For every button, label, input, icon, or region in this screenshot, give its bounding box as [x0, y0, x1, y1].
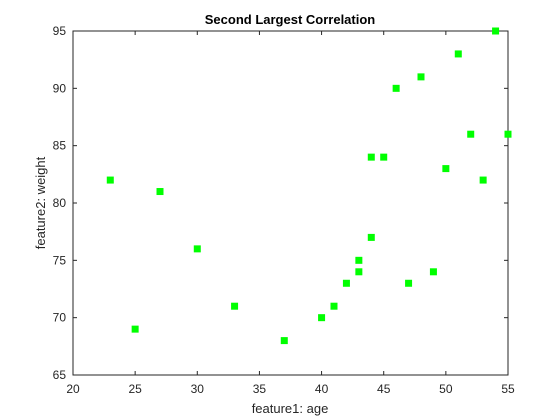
y-tick-label: 75 [53, 253, 67, 267]
scatter-points [106, 27, 512, 345]
data-point [342, 279, 350, 287]
plot-area [72, 30, 509, 376]
x-tick-label: 45 [377, 382, 391, 396]
x-tick-label: 20 [66, 382, 80, 396]
x-axis-label: feature1: age [252, 401, 329, 416]
data-point [380, 153, 388, 161]
data-point [504, 130, 512, 138]
data-point [131, 325, 139, 333]
data-point [156, 188, 164, 196]
x-tick-label: 55 [501, 382, 515, 396]
data-point [492, 27, 500, 35]
data-point [367, 153, 375, 161]
y-tick-label: 70 [53, 311, 67, 325]
data-point [193, 245, 201, 253]
data-point [429, 268, 437, 276]
x-tick-label: 40 [315, 382, 329, 396]
data-point [479, 176, 487, 184]
data-point [367, 233, 375, 241]
y-axis-label: feature2: weight [33, 156, 48, 249]
chart-title: Second Largest Correlation [205, 12, 376, 27]
data-point [454, 50, 462, 58]
data-point [231, 302, 239, 310]
x-tick-label: 50 [439, 382, 453, 396]
y-tick-label: 65 [53, 368, 67, 382]
y-axis: 65 70 75 80 85 90 95 [53, 24, 508, 382]
y-tick-label: 95 [53, 24, 67, 38]
x-axis: 20 25 30 35 40 45 50 55 [66, 31, 515, 396]
data-point [392, 84, 400, 92]
data-point [355, 256, 363, 264]
data-point [467, 130, 475, 138]
data-point [318, 314, 326, 322]
x-tick-label: 30 [191, 382, 205, 396]
data-point [442, 165, 450, 173]
y-tick-label: 90 [53, 81, 67, 95]
x-tick-label: 35 [253, 382, 267, 396]
y-tick-label: 80 [53, 196, 67, 210]
data-point [280, 337, 288, 345]
x-tick-label: 25 [128, 382, 142, 396]
data-point [330, 302, 338, 310]
data-point [355, 268, 363, 276]
data-point [405, 279, 413, 287]
data-point [417, 73, 425, 81]
y-tick-label: 85 [53, 139, 67, 153]
data-point [106, 176, 114, 184]
